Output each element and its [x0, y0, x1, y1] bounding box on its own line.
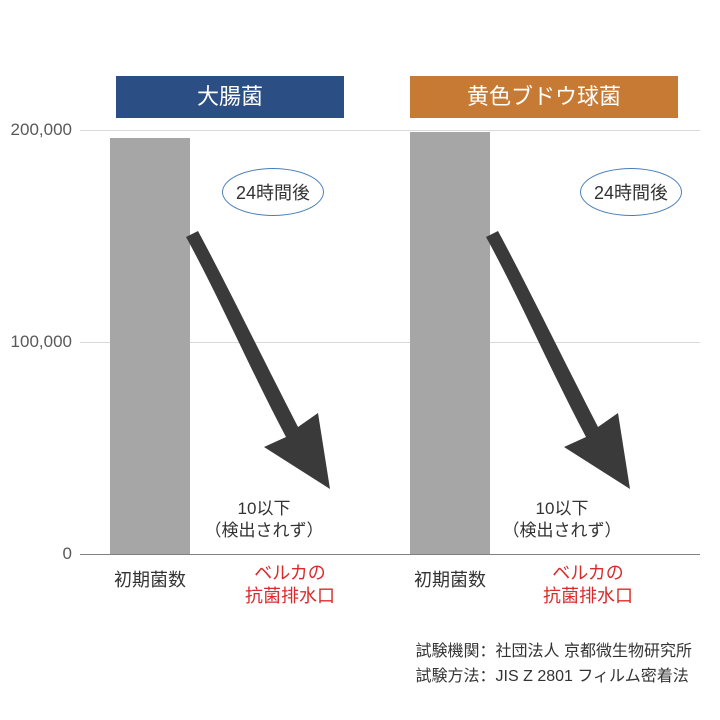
- xlabel-staph-after-l1: ベルカの: [552, 563, 623, 583]
- y-tick-200k: 200,000: [11, 120, 72, 140]
- arrow-staph: [478, 225, 648, 510]
- group-title-staph: 黄色ブドウ球菌: [410, 76, 678, 118]
- y-tick-100k: 100,000: [11, 332, 72, 352]
- result-staph-line1: 10以下: [536, 499, 589, 518]
- group-title-ecoli: 大腸菌: [116, 76, 344, 118]
- footer-line2-label: 試験方法：: [416, 668, 496, 685]
- baseline: [80, 554, 700, 555]
- footer-line1-label: 試験機関：: [416, 643, 496, 660]
- result-staph: 10以下 （検出されず）: [503, 498, 622, 542]
- result-staph-line2: （検出されず）: [503, 521, 622, 540]
- xlabel-staph-after-l2: 抗菌排水口: [543, 586, 633, 606]
- result-ecoli-line1: 10以下: [238, 499, 291, 518]
- footer-notes: 試験機関：社団法人 京都微生物研究所 試験方法：JIS Z 2801 フィルム密…: [416, 640, 692, 690]
- result-ecoli-line2: （検出されず）: [205, 521, 324, 540]
- y-tick-0: 0: [63, 544, 72, 564]
- xlabel-ecoli-after-l1: ベルカの: [254, 563, 325, 583]
- footer-line1-value: 社団法人 京都微生物研究所: [496, 643, 692, 660]
- xlabel-ecoli-after: ベルカの 抗菌排水口: [245, 562, 335, 607]
- arrow-ecoli: [178, 225, 348, 510]
- footer-line2-value: JIS Z 2801 フィルム密着法: [496, 668, 689, 685]
- badge-24h-staph: 24時間後: [580, 168, 682, 216]
- xlabel-ecoli-after-l2: 抗菌排水口: [245, 586, 335, 606]
- xlabel-staph-initial: 初期菌数: [414, 566, 486, 592]
- xlabel-staph-after: ベルカの 抗菌排水口: [543, 562, 633, 607]
- badge-24h-ecoli: 24時間後: [222, 168, 324, 216]
- xlabel-ecoli-initial: 初期菌数: [114, 566, 186, 592]
- result-ecoli: 10以下 （検出されず）: [205, 498, 324, 542]
